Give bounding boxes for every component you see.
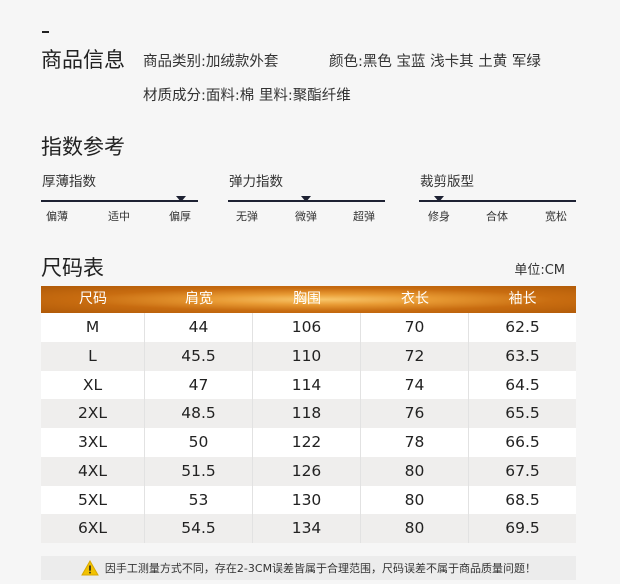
table-row: L 45.5 110 72 63.5 — [41, 341, 576, 371]
table-row: 5XL 53 130 80 68.5 — [41, 485, 576, 515]
gauge-label: 弹力指数 — [229, 174, 283, 190]
table-cell: L — [41, 341, 145, 371]
size-unit: 单位:CM — [514, 263, 565, 278]
table-cell: 67.5 — [505, 461, 540, 480]
product-material: 材质成分:面料:棉 里料:聚酯纤维 — [143, 88, 351, 104]
gauge-line — [41, 200, 198, 202]
table-cell: 51.5 — [145, 456, 253, 486]
size-table-header: 尺码 肩宽 胸围 衣长 袖长 — [41, 286, 576, 313]
header-size: 尺码 — [79, 291, 107, 307]
table-cell: 48.5 — [145, 399, 253, 428]
table-cell: 66.5 — [505, 433, 540, 451]
table-cell: 114 — [253, 370, 361, 400]
table-cell: 54.5 — [145, 514, 253, 543]
table-cell: 74 — [361, 370, 469, 400]
note-text: 因手工测量方式不同，存在2-3CM误差皆属于合理范围，尺码误差不属于商品质量问题… — [104, 562, 537, 575]
table-cell: 6XL — [41, 514, 145, 543]
header-sleeve: 袖长 — [508, 291, 537, 307]
table-cell: 65.5 — [505, 404, 540, 423]
table-cell: 78 — [361, 428, 469, 457]
table-cell: 3XL — [41, 428, 145, 457]
table-cell: 44 — [145, 313, 253, 342]
table-row: 4XL 51.5 126 80 67.5 — [41, 456, 576, 486]
header-length: 衣长 — [401, 291, 429, 307]
table-cell: 76 — [361, 399, 469, 428]
table-cell: XL — [41, 370, 145, 400]
table-cell: 63.5 — [505, 346, 540, 365]
table-cell: 4XL — [41, 456, 145, 486]
thickness-gauge: 厚薄指数 偏薄 适中 偏厚 — [41, 170, 201, 230]
warning-icon — [81, 560, 99, 576]
header-chest: 胸围 — [293, 291, 321, 307]
gauge-marker-icon — [176, 196, 186, 202]
gauge-option: 合体 — [486, 210, 508, 223]
product-colors: 颜色:黑色 宝蓝 浅卡其 土黄 军绿 — [329, 54, 541, 70]
table-cell: 80 — [361, 514, 469, 543]
table-cell: 110 — [253, 341, 361, 371]
table-cell: 130 — [253, 485, 361, 515]
gauge-option: 无弹 — [236, 210, 258, 223]
gauge-label: 厚薄指数 — [42, 174, 96, 190]
table-cell: 80 — [361, 485, 469, 515]
table-cell: 5XL — [41, 485, 145, 515]
table-cell: 106 — [253, 313, 361, 342]
table-cell: 118 — [253, 399, 361, 428]
header-shoulder: 肩宽 — [185, 291, 213, 307]
size-table-body: M 44 106 70 62.5 L 45.5 110 72 63.5 XL 47 114 74 64.5 2… — [41, 313, 576, 543]
table-cell: M — [41, 313, 145, 342]
gauge-option: 修身 — [428, 210, 450, 223]
table-row: 2XL 48.5 118 76 65.5 — [41, 399, 576, 428]
decorative-dash — [42, 31, 49, 33]
table-cell: 64.5 — [505, 375, 540, 394]
size-table: 尺码 肩宽 胸围 衣长 袖长 M 44 106 70 62.5 L 45.5 110 72 63.… — [41, 286, 576, 543]
table-cell: 47 — [145, 370, 253, 400]
table-cell: 126 — [253, 456, 361, 486]
product-info-title: 商品信息 — [41, 48, 125, 72]
elasticity-gauge: 弹力指数 无弹 微弹 超弹 — [228, 170, 388, 230]
gauge-label: 裁剪版型 — [420, 174, 474, 190]
table-cell: 72 — [361, 341, 469, 371]
table-cell: 122 — [253, 428, 361, 457]
product-category: 商品类别:加绒款外套 — [143, 54, 279, 70]
gauge-option: 超弹 — [353, 210, 375, 223]
table-cell: 53 — [145, 485, 253, 515]
table-cell: 80 — [361, 456, 469, 486]
table-cell: 134 — [253, 514, 361, 543]
gauge-line — [419, 200, 576, 202]
table-row: 6XL 54.5 134 80 69.5 — [41, 514, 576, 543]
gauge-option: 宽松 — [545, 210, 567, 223]
table-row: M 44 106 70 62.5 — [41, 313, 576, 342]
table-cell: 2XL — [41, 399, 145, 428]
gauge-option: 适中 — [108, 210, 130, 223]
table-row: 3XL 50 122 78 66.5 — [41, 428, 576, 457]
gauge-option: 微弹 — [295, 210, 317, 223]
fit-gauge: 裁剪版型 修身 合体 宽松 — [419, 170, 579, 230]
table-cell: 50 — [145, 428, 253, 457]
size-chart-title: 尺码表 — [41, 256, 104, 280]
gauge-marker-icon — [434, 196, 444, 202]
gauge-option: 偏薄 — [46, 210, 68, 223]
gauge-marker-icon — [301, 196, 311, 202]
table-cell: 62.5 — [505, 318, 540, 336]
table-cell: 70 — [361, 313, 469, 342]
index-reference-title: 指数参考 — [41, 135, 125, 159]
table-row: XL 47 114 74 64.5 — [41, 370, 576, 400]
measurement-note: 因手工测量方式不同，存在2-3CM误差皆属于合理范围，尺码误差不属于商品质量问题… — [41, 556, 576, 580]
table-cell: 45.5 — [145, 341, 253, 371]
table-cell: 69.5 — [505, 519, 540, 538]
gauge-option: 偏厚 — [169, 210, 191, 223]
table-cell: 68.5 — [505, 490, 540, 509]
